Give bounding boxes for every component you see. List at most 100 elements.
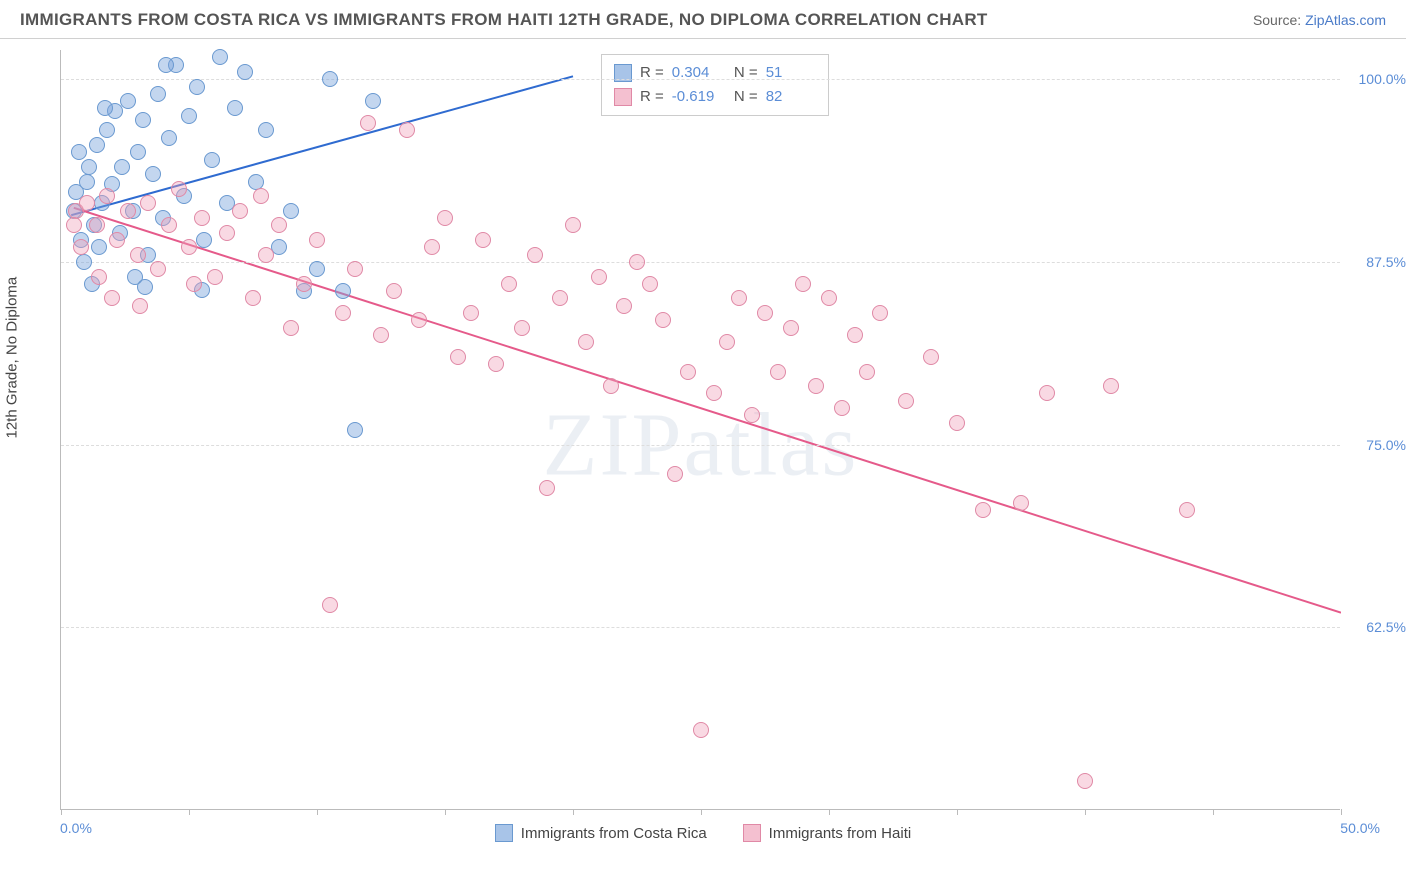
- point-costa_rica: [335, 283, 351, 299]
- point-haiti: [578, 334, 594, 350]
- point-haiti: [450, 349, 466, 365]
- chart-container: IMMIGRANTS FROM COSTA RICA VS IMMIGRANTS…: [0, 0, 1406, 892]
- point-haiti: [347, 261, 363, 277]
- point-haiti: [1179, 502, 1195, 518]
- source-label: Source: ZipAtlas.com: [1253, 12, 1386, 28]
- xtick: [445, 809, 446, 815]
- xtick: [573, 809, 574, 815]
- ytick-label: 87.5%: [1346, 254, 1406, 270]
- point-haiti: [719, 334, 735, 350]
- point-haiti: [949, 415, 965, 431]
- point-haiti: [514, 320, 530, 336]
- point-costa_rica: [161, 130, 177, 146]
- point-haiti: [847, 327, 863, 343]
- xtick: [957, 809, 958, 815]
- point-haiti: [120, 203, 136, 219]
- plot-area: ZIPatlas R = 0.304 N = 51 R = -0.619 N =…: [60, 50, 1340, 810]
- xtick: [1213, 809, 1214, 815]
- point-haiti: [552, 290, 568, 306]
- point-haiti: [171, 181, 187, 197]
- xtick: [1341, 809, 1342, 815]
- gridline-h: [61, 627, 1340, 628]
- series-legend: Immigrants from Costa Rica Immigrants fr…: [0, 824, 1406, 842]
- xtick: [1085, 809, 1086, 815]
- legend-swatch-haiti: [743, 824, 761, 842]
- point-haiti: [207, 269, 223, 285]
- point-haiti: [130, 247, 146, 263]
- stats-row-haiti: R = -0.619 N = 82: [614, 85, 816, 109]
- point-costa_rica: [258, 122, 274, 138]
- point-haiti: [322, 597, 338, 613]
- trendlines-layer: [61, 50, 1341, 810]
- point-haiti: [181, 239, 197, 255]
- point-haiti: [258, 247, 274, 263]
- point-haiti: [527, 247, 543, 263]
- point-costa_rica: [91, 239, 107, 255]
- legend-label-costa-rica: Immigrants from Costa Rica: [521, 825, 707, 842]
- point-costa_rica: [79, 174, 95, 190]
- point-haiti: [373, 327, 389, 343]
- point-costa_rica: [212, 49, 228, 65]
- point-haiti: [1103, 378, 1119, 394]
- point-haiti: [463, 305, 479, 321]
- point-costa_rica: [81, 159, 97, 175]
- point-haiti: [795, 276, 811, 292]
- point-costa_rica: [71, 144, 87, 160]
- point-haiti: [411, 312, 427, 328]
- n-value-costa-rica: 51: [766, 61, 816, 85]
- point-haiti: [642, 276, 658, 292]
- point-costa_rica: [365, 93, 381, 109]
- legend-label-haiti: Immigrants from Haiti: [769, 825, 912, 842]
- point-haiti: [1077, 773, 1093, 789]
- r-value-haiti: -0.619: [672, 85, 722, 109]
- point-haiti: [629, 254, 645, 270]
- point-costa_rica: [283, 203, 299, 219]
- ytick-label: 100.0%: [1346, 71, 1406, 87]
- point-haiti: [296, 276, 312, 292]
- stats-legend: R = 0.304 N = 51 R = -0.619 N = 82: [601, 54, 829, 116]
- point-haiti: [89, 217, 105, 233]
- point-haiti: [232, 203, 248, 219]
- gridline-h: [61, 445, 1340, 446]
- point-haiti: [616, 298, 632, 314]
- xtick: [189, 809, 190, 815]
- legend-swatch-costa-rica: [495, 824, 513, 842]
- point-haiti: [859, 364, 875, 380]
- source-link[interactable]: ZipAtlas.com: [1305, 12, 1386, 28]
- point-haiti: [424, 239, 440, 255]
- title-bar: IMMIGRANTS FROM COSTA RICA VS IMMIGRANTS…: [0, 0, 1406, 39]
- point-haiti: [186, 276, 202, 292]
- xtick: [829, 809, 830, 815]
- chart-title: IMMIGRANTS FROM COSTA RICA VS IMMIGRANTS…: [20, 10, 988, 30]
- point-costa_rica: [99, 122, 115, 138]
- point-costa_rica: [114, 159, 130, 175]
- point-haiti: [271, 217, 287, 233]
- gridline-h: [61, 262, 1340, 263]
- point-haiti: [693, 722, 709, 738]
- point-costa_rica: [322, 71, 338, 87]
- point-costa_rica: [137, 279, 153, 295]
- point-costa_rica: [120, 93, 136, 109]
- point-haiti: [360, 115, 376, 131]
- point-haiti: [99, 188, 115, 204]
- point-costa_rica: [158, 57, 174, 73]
- trendline-haiti: [74, 208, 1341, 613]
- legend-item-costa-rica: Immigrants from Costa Rica: [495, 824, 707, 842]
- swatch-haiti: [614, 88, 632, 106]
- point-costa_rica: [181, 108, 197, 124]
- point-haiti: [539, 480, 555, 496]
- point-haiti: [667, 466, 683, 482]
- point-haiti: [872, 305, 888, 321]
- stats-row-costa-rica: R = 0.304 N = 51: [614, 61, 816, 85]
- point-haiti: [603, 378, 619, 394]
- point-haiti: [253, 188, 269, 204]
- point-haiti: [501, 276, 517, 292]
- point-haiti: [488, 356, 504, 372]
- point-costa_rica: [189, 79, 205, 95]
- xtick: [61, 809, 62, 815]
- point-haiti: [386, 283, 402, 299]
- point-haiti: [834, 400, 850, 416]
- point-costa_rica: [150, 86, 166, 102]
- point-haiti: [335, 305, 351, 321]
- ytick-label: 75.0%: [1346, 437, 1406, 453]
